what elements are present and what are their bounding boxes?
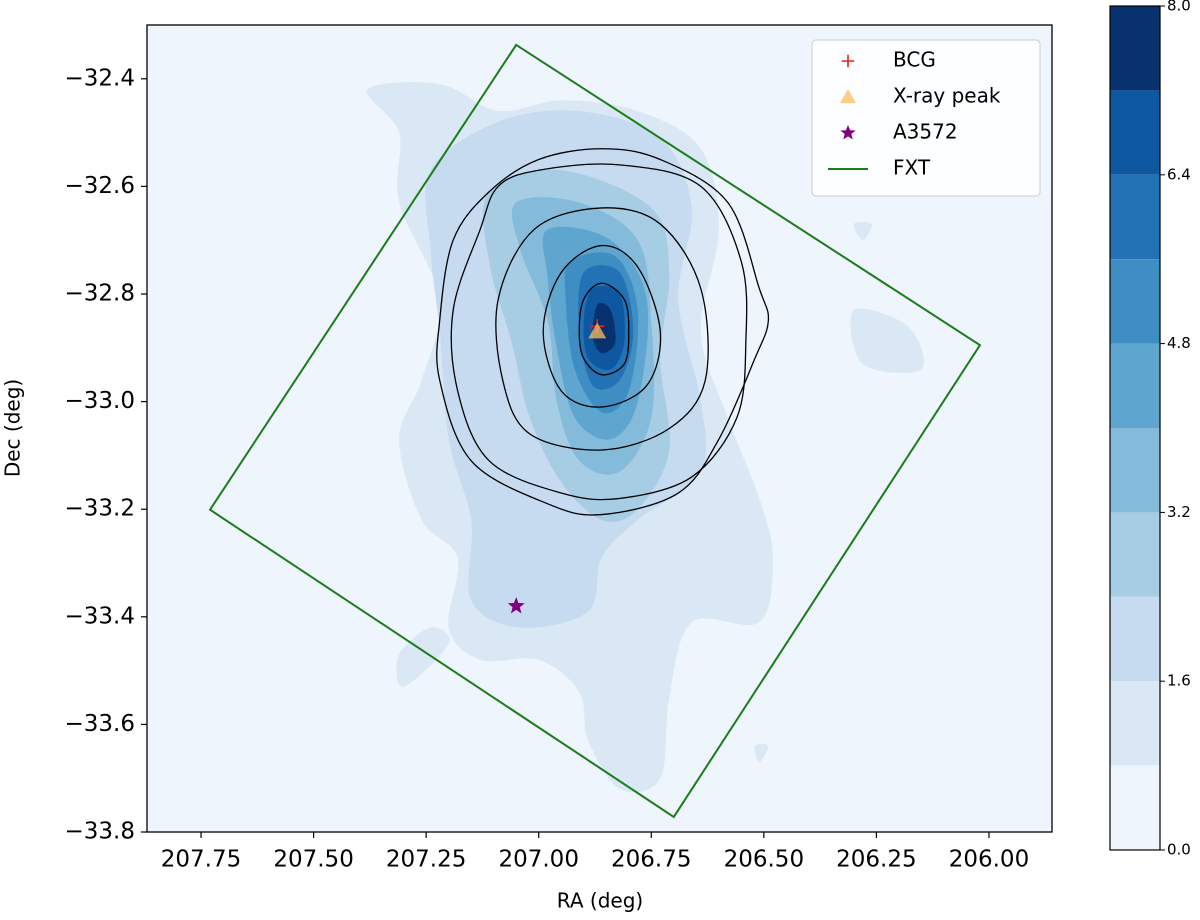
colorbar-band [1110,174,1160,260]
colorbar-tick-label: 4.8 [1167,334,1191,352]
contour-line [495,207,709,451]
y-tick-label: −33.0 [65,388,135,414]
legend-label: X-ray peak [893,84,1001,108]
y-tick-label: −33.8 [65,819,135,845]
x-tick-label: 207.25 [386,847,466,873]
a3572-marker [840,124,856,140]
contour-line [542,244,662,408]
colorbar-band [1110,343,1160,428]
legend-label: A3572 [893,120,958,144]
y-tick-label: −32.6 [65,173,135,199]
colorbar-band [1110,90,1160,175]
xray-peak-marker [839,88,857,104]
contour-line [450,163,748,501]
x-tick-label: 206.25 [836,847,916,873]
y-tick-label: −32.8 [65,281,135,307]
x-tick-label: 207.50 [273,847,353,873]
legend-label: BCG [893,48,936,72]
y-tick-label: −33.4 [65,603,135,629]
xray-peak-marker [588,322,607,339]
x-axis-label: RA (deg) [557,889,643,913]
plot-area [208,43,982,819]
filled-contour [850,308,925,373]
plot-frame [146,24,1053,833]
legend-label: FXT [893,156,931,180]
colorbar-frame [1109,5,1161,851]
colorbar-band [1110,428,1160,513]
colorbar-tick-label: 3.2 [1167,503,1191,521]
x-tick-label: 207.75 [161,847,241,873]
colorbar-tick-label: 6.4 [1167,165,1191,183]
colorbar-band [1110,681,1160,766]
y-tick-label: −33.2 [65,496,135,522]
filled-contour [592,302,616,354]
y-tick-label: −33.6 [65,711,135,737]
a3572-marker [507,597,525,614]
colorbar-tick-label: 0.0 [1167,841,1191,859]
y-tick-label: −32.4 [65,65,135,91]
colorbar-band [1110,259,1160,344]
contour-line [578,282,630,376]
legend-box [811,39,1041,197]
x-tick-label: 206.75 [611,847,691,873]
colorbar-band [1110,596,1160,682]
colorbar-band [1110,512,1160,597]
colorbar-band [1110,765,1160,850]
filled-contour [853,222,873,241]
contour-line [436,148,770,516]
y-axis-label: Dec (deg) [1,379,25,477]
filled-contour [754,743,769,763]
x-tick-label: 206.50 [724,847,804,873]
colorbar-tick-label: 1.6 [1167,672,1191,690]
fxt-outline [208,43,982,819]
bcg-marker [841,54,855,68]
x-tick-label: 207.00 [498,847,578,873]
x-tick-label: 206.00 [949,847,1029,873]
colorbar-tick-label: 8.0 [1167,0,1191,15]
colorbar-band [1110,6,1160,91]
